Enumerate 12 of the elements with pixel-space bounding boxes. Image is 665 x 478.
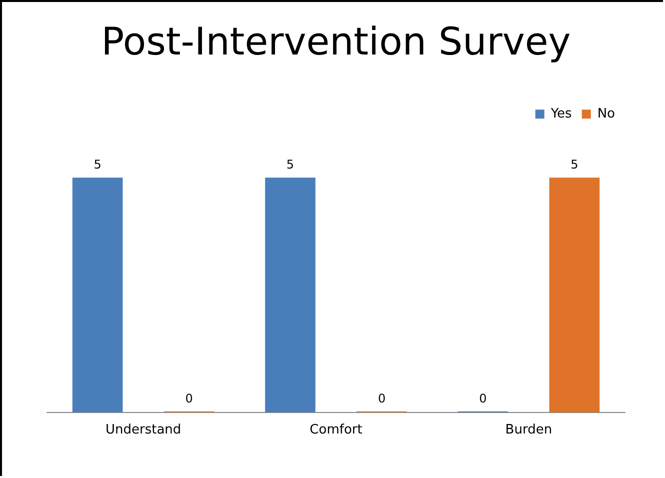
data-label: 5 (570, 158, 578, 172)
data-label: 0 (378, 392, 386, 406)
data-label: 5 (286, 158, 294, 172)
data-label: 0 (479, 392, 487, 406)
data-label: 5 (94, 158, 102, 172)
x-tick-label: Comfort (310, 422, 362, 438)
data-label: 0 (185, 392, 193, 406)
legend-label: Yes (550, 106, 572, 122)
chart-title: Post-Intervention Survey (101, 20, 571, 64)
legend-label: No (597, 106, 616, 122)
x-tick-label: Understand (105, 422, 182, 438)
x-tick-label: Burden (505, 422, 552, 438)
